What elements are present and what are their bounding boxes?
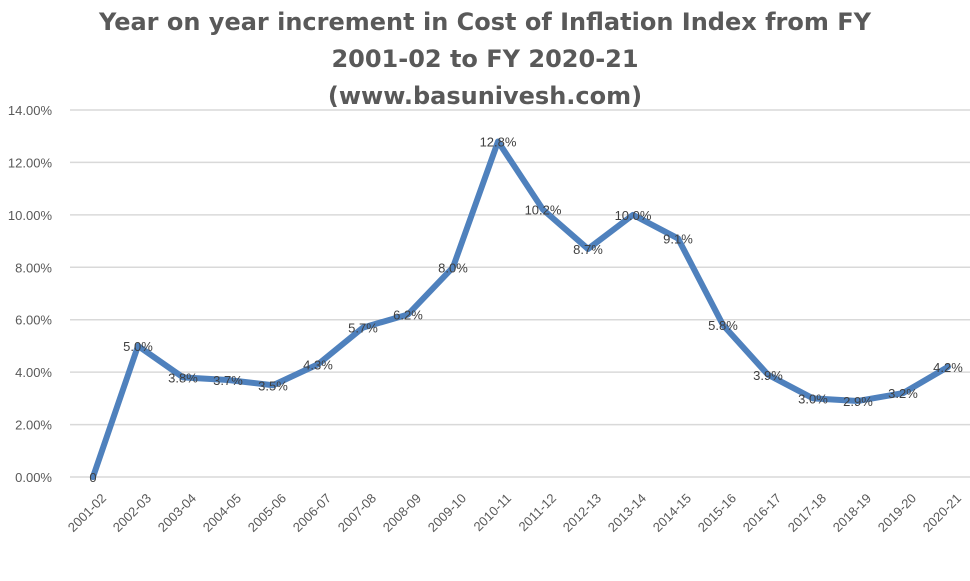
x-tick-label: 2007-08 xyxy=(335,491,379,535)
y-tick-label: 6.00% xyxy=(15,313,52,328)
data-label: 12.8% xyxy=(480,134,517,149)
x-tick-label: 2014-15 xyxy=(650,491,694,535)
title-line: 2001-02 to FY 2020-21 xyxy=(331,45,639,73)
data-label: 3.8% xyxy=(168,370,198,385)
x-tick-label: 2001-02 xyxy=(65,491,109,535)
x-tick-label: 2017-18 xyxy=(785,491,829,535)
data-label: 5.8% xyxy=(708,318,738,333)
x-tick-label: 2020-21 xyxy=(920,491,964,535)
x-tick-label: 2006-07 xyxy=(290,491,334,535)
x-tick-label: 2002-03 xyxy=(110,491,154,535)
data-label: 3.2% xyxy=(888,386,918,401)
y-tick-label: 14.00% xyxy=(8,103,53,118)
data-label: 3.0% xyxy=(798,391,828,406)
title-line: Year on year increment in Cost of Inflat… xyxy=(99,8,871,36)
chart-title: Year on year increment in Cost of Inflat… xyxy=(0,4,970,115)
data-label: 3.9% xyxy=(753,368,783,383)
x-tick-label: 2011-12 xyxy=(515,491,559,535)
x-tick-label: 2013-14 xyxy=(605,491,649,535)
x-tick-label: 2003-04 xyxy=(155,491,199,535)
x-tick-label: 2012-13 xyxy=(560,491,604,535)
data-label: 4.3% xyxy=(303,357,333,372)
data-label: 4.2% xyxy=(933,360,963,375)
data-label: 5.0% xyxy=(123,339,153,354)
x-tick-label: 2005-06 xyxy=(245,491,289,535)
data-line xyxy=(90,138,951,480)
title-line: (www.basunivesh.com) xyxy=(327,82,643,110)
data-label: 6.2% xyxy=(393,307,423,322)
x-tick-label: 2019-20 xyxy=(875,491,919,535)
x-tick-label: 2004-05 xyxy=(200,491,244,535)
x-tick-label: 2018-19 xyxy=(830,491,874,535)
y-tick-label: 8.00% xyxy=(15,260,52,275)
data-label: 8.7% xyxy=(573,242,603,257)
data-label: 5.7% xyxy=(348,321,378,336)
x-tick-label: 2015-16 xyxy=(695,491,739,535)
data-label: 0 xyxy=(89,470,96,485)
data-label: 3.5% xyxy=(258,378,288,393)
y-tick-label: 10.00% xyxy=(8,208,53,223)
x-tick-label: 2016-17 xyxy=(740,491,784,535)
data-label: 10.0% xyxy=(615,208,652,223)
y-tick-label: 2.00% xyxy=(15,418,52,433)
y-tick-label: 0.00% xyxy=(15,470,52,485)
x-tick-label: 2009-10 xyxy=(425,491,469,535)
y-tick-label: 4.00% xyxy=(15,365,52,380)
x-tick-label: 2010-11 xyxy=(470,491,514,535)
data-label: 3.7% xyxy=(213,373,243,388)
x-tick-label: 2008-09 xyxy=(380,491,424,535)
data-label: 2.9% xyxy=(843,394,873,409)
data-label: 8.0% xyxy=(438,260,468,275)
y-tick-label: 12.00% xyxy=(8,155,53,170)
data-label: 10.2% xyxy=(525,203,562,218)
data-label: 9.1% xyxy=(663,231,693,246)
